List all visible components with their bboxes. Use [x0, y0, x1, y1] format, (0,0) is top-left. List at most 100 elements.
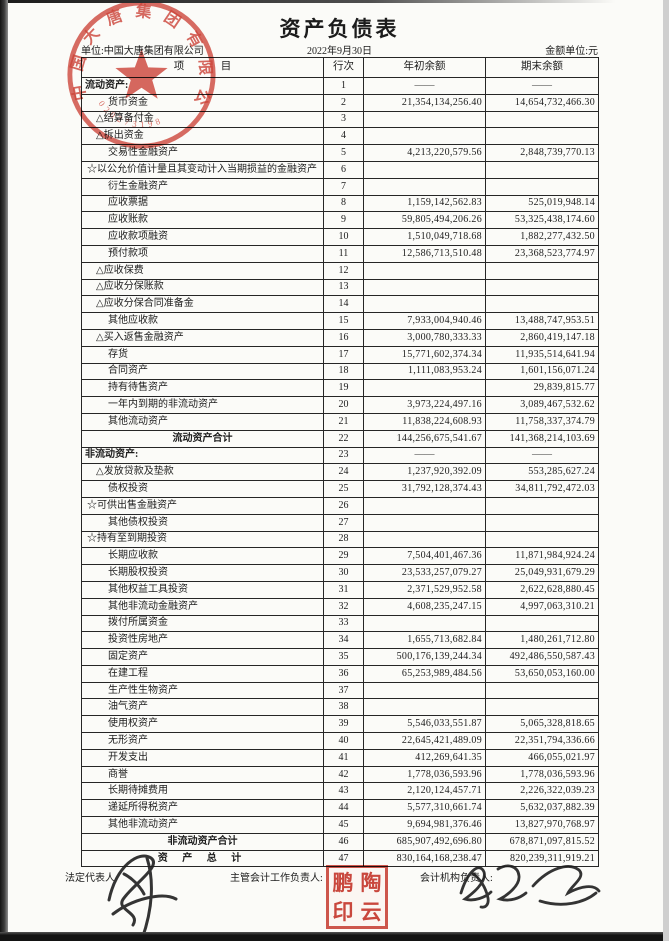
begin-balance: 685,907,492,696.80 [363, 832, 486, 851]
end-balance: 11,758,337,374.79 [485, 412, 599, 431]
end-balance: 13,488,747,953.51 [485, 312, 599, 330]
line-number: 22 [323, 429, 364, 448]
line-number: 29 [323, 547, 364, 566]
begin-balance: 22,645,421,489.09 [363, 732, 486, 750]
table-row: △应收分保账款 13 [81, 278, 599, 297]
line-number: 16 [323, 328, 364, 347]
table-row: 长期应收款 29 7,504,401,467.36 11,871,984,924.24 [81, 547, 599, 566]
svg-text:020273198: 020273198 [97, 99, 166, 130]
end-balance: 2,226,322,039.23 [485, 782, 599, 801]
seal-star-icon [115, 49, 168, 99]
line-number: 5 [323, 144, 364, 162]
line-number: 43 [323, 782, 364, 801]
table-row: 在建工程 36 65,253,989,484.56 53,650,053,160.00 [81, 664, 599, 683]
begin-balance: 1,778,036,593.96 [363, 765, 486, 784]
item-label: 合同资产 [81, 362, 324, 381]
line-number: 8 [323, 194, 364, 213]
begin-balance [363, 681, 486, 700]
line-number: 38 [323, 698, 364, 717]
line-number: 28 [323, 530, 364, 549]
begin-balance [363, 614, 486, 633]
begin-balance: 2,371,529,952.58 [363, 580, 486, 599]
end-balance: 29,839,815.77 [485, 379, 599, 398]
begin-balance [363, 496, 486, 515]
begin-balance [363, 698, 486, 717]
line-number: 6 [323, 160, 364, 179]
item-label: 长期待摊费用 [81, 782, 324, 801]
item-label: 一年内到期的非流动资产 [81, 396, 324, 414]
table-row: 资 产 总 计 47 830,164,168,238.47 820,239,311,9… [81, 849, 599, 868]
end-balance [485, 513, 599, 532]
seal-char: 陶 [360, 870, 382, 895]
item-label: 非流动资产: [81, 446, 324, 465]
end-balance [485, 295, 599, 314]
item-label: 持有待售资产 [81, 379, 324, 398]
scan-edge-left [0, 0, 8, 941]
end-balance [485, 177, 599, 196]
table-row: 开发支出 41 412,269,641.35 466,055,021.97 [81, 748, 599, 767]
table-row: △发放贷款及垫款 24 1,237,920,392.09 553,285,627.24 [81, 463, 599, 482]
begin-balance: 7,933,004,940.46 [363, 312, 486, 330]
item-label: 其他权益工具投资 [81, 580, 324, 599]
item-label: 其他非流动金融资产 [81, 597, 324, 616]
begin-balance: 65,253,989,484.56 [363, 664, 486, 683]
line-number: 19 [323, 379, 364, 398]
begin-balance: 3,973,224,497.16 [363, 396, 486, 414]
table-row: ☆持有至到期投资 28 [81, 530, 599, 549]
item-label: 其他非流动资产 [81, 816, 324, 834]
begin-balance: 4,608,235,247.15 [363, 597, 486, 616]
item-label: 固定资产 [81, 648, 324, 666]
begin-balance: 1,159,142,562.83 [363, 194, 486, 213]
item-label: ☆持有至到期投资 [81, 530, 324, 549]
item-label: 资 产 总 计 [81, 849, 324, 868]
seal-char: 鹏 [332, 870, 354, 895]
company-round-seal: 中国大唐集团有限公司 020273198 [63, 0, 216, 149]
item-label: 存货 [81, 345, 324, 364]
scan-edge-right [663, 0, 669, 941]
begin-balance: 5,577,310,661.74 [363, 799, 486, 818]
end-balance: 1,601,156,071.24 [485, 362, 599, 381]
table-row: 应收票据 8 1,159,142,562.83 525,019,948.14 [81, 194, 599, 213]
table-row: 其他流动资产 21 11,838,224,608.93 11,758,337,374.… [81, 412, 599, 431]
end-balance: 13,827,970,768.97 [485, 816, 599, 834]
line-number: 37 [323, 681, 364, 700]
seal-char: 云 [360, 899, 382, 924]
item-label: 拨付所属资金 [81, 614, 324, 633]
line-number: 21 [323, 412, 364, 431]
table-row: 其他非流动资产 45 9,694,981,376.46 13,827,970,768.… [81, 816, 599, 834]
begin-balance [363, 278, 486, 297]
item-label: 无形资产 [81, 732, 324, 750]
begin-balance [363, 295, 486, 314]
table-row: 投资性房地产 34 1,655,713,682.84 1,480,261,712.80 [81, 631, 599, 650]
begin-balance: 15,771,602,374.34 [363, 345, 486, 364]
legal-representative-label: 法定代表人 [65, 873, 115, 884]
item-label: 应收票据 [81, 194, 324, 213]
line-number: 40 [323, 732, 364, 750]
line-number: 45 [323, 816, 364, 834]
end-balance: 141,368,214,103.69 [485, 429, 599, 448]
end-balance: 5,632,037,882.39 [485, 799, 599, 818]
end-balance: 1,778,036,593.96 [485, 765, 599, 784]
begin-balance: 144,256,675,541.67 [363, 429, 486, 448]
begin-balance: 4,213,220,579.56 [363, 144, 486, 162]
item-label: 投资性房地产 [81, 631, 324, 650]
end-balance: 53,650,053,160.00 [485, 664, 599, 683]
table-row: 使用权资产 39 5,546,033,551.87 5,065,328,818.65 [81, 715, 599, 734]
begin-balance [363, 110, 486, 129]
line-number: 42 [323, 765, 364, 784]
begin-balance: 11,838,224,608.93 [363, 412, 486, 431]
line-number: 1 [323, 77, 364, 95]
item-label: 油气资产 [81, 698, 324, 717]
item-label: 流动资产合计 [81, 429, 324, 448]
item-label: 应收款项融资 [81, 228, 324, 246]
line-number: 30 [323, 564, 364, 582]
item-label: 递延所得税资产 [81, 799, 324, 818]
end-balance: 3,089,467,532.62 [485, 396, 599, 414]
end-balance: 1,882,277,432.50 [485, 228, 599, 246]
end-balance: 11,935,514,641.94 [485, 345, 599, 364]
line-number: 26 [323, 496, 364, 515]
table-row: △应收保费 12 [81, 261, 599, 280]
item-label: 债权投资 [81, 480, 324, 498]
table-row: 存货 17 15,771,602,374.34 11,935,514,641.94 [81, 345, 599, 364]
